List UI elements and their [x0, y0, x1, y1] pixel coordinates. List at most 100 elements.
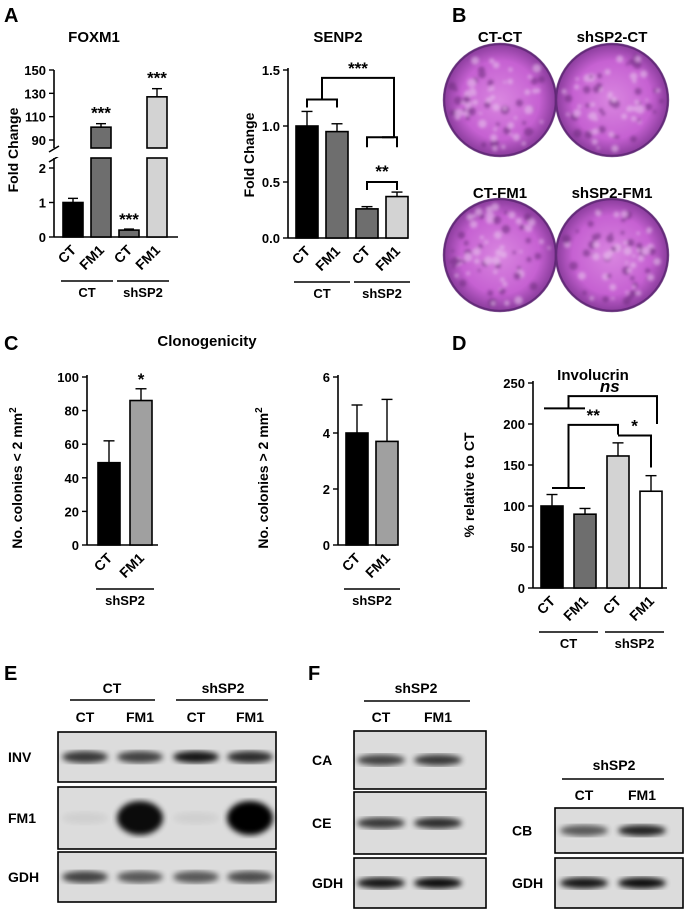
colony-spot [515, 99, 524, 107]
colony-spot [492, 103, 500, 111]
colony-spot [601, 111, 606, 116]
y-tick-label-foxm1: 1 [39, 196, 46, 211]
y-axis-label-senp2: Fold Change [241, 112, 257, 197]
bracket-label-involucrin: ns [600, 377, 620, 396]
colony-spot [636, 242, 643, 250]
colony-spot [583, 86, 591, 94]
colony-spot [647, 274, 655, 281]
colony-spot [465, 115, 470, 121]
colony-spot [484, 239, 489, 245]
colony-spot [490, 139, 499, 148]
colony-spot [489, 58, 495, 64]
x-tick-label-involucrin: CT [534, 592, 559, 617]
colony-spot [596, 146, 600, 150]
group-label-senp2: CT [313, 286, 330, 301]
blot-band [560, 877, 608, 889]
colony-spot [631, 285, 636, 289]
y-tick-label-foxm1: 2 [39, 161, 46, 176]
bar-foxm1 [118, 229, 140, 238]
blot-lane-label: CT [575, 787, 594, 803]
bar-colonies_large [375, 440, 399, 546]
bracket-senp2 [366, 181, 398, 190]
colony-spot [621, 217, 626, 223]
colony-spot [535, 88, 541, 94]
colony-spot [634, 87, 642, 95]
bar-senp2 [385, 195, 409, 239]
y-tick-label-colonies_small: 40 [65, 471, 79, 486]
y-tick-label-involucrin: 0 [518, 581, 525, 596]
colony-spot [479, 214, 485, 220]
colony-spot [626, 105, 634, 112]
blot-band [227, 801, 273, 835]
colony-spot [517, 266, 521, 271]
y-tick-label-foxm1: 110 [25, 110, 46, 125]
x-tick-label-colonies_small: FM1 [116, 550, 147, 581]
colony-spot [472, 213, 477, 218]
blot-lane-label: CT [76, 709, 95, 725]
blot-row-label: CB [512, 823, 532, 839]
colony-spot [503, 126, 511, 135]
bracket-involucrin [552, 423, 619, 489]
colony-spot [645, 103, 653, 111]
group-label-foxm1: shSP2 [123, 285, 163, 300]
colony-spot [462, 259, 466, 264]
significance-foxm1: *** [147, 69, 167, 88]
group-label-foxm1: CT [78, 285, 95, 300]
colony-spot [523, 127, 533, 137]
blot-f2: shSP2 CT FM1 CB GDH [512, 757, 684, 909]
bar-upper-foxm1 [146, 96, 168, 149]
blot-band [414, 754, 462, 766]
colony-spot [632, 254, 636, 258]
colony-spot [507, 78, 513, 85]
group-label-involucrin: shSP2 [615, 636, 655, 651]
blot-band [117, 801, 163, 835]
bracket-involucrin [544, 395, 658, 424]
colony-spot [656, 88, 661, 93]
colony-spot [610, 246, 617, 252]
bar-upper-foxm1 [90, 126, 112, 149]
bar-colonies_small [97, 461, 121, 546]
y-tick-label-involucrin: 150 [503, 458, 525, 473]
chart-colonies_small: 0 20 40 60 80 100 CT FM1 * shSP2 [57, 370, 158, 608]
bar-colonies_small [129, 399, 153, 546]
colony-spot [589, 295, 595, 301]
colony-spot [620, 230, 625, 235]
blot-group-label: shSP2 [202, 680, 245, 696]
blot-band [62, 871, 108, 883]
y-tick-label-colonies_small: 0 [72, 538, 79, 553]
colony-spot [467, 78, 476, 88]
colony-spot [514, 272, 519, 277]
blot-row-label: CE [312, 815, 331, 831]
colony-spot [474, 208, 483, 216]
blot-band [173, 812, 219, 824]
colony-spot [474, 258, 480, 264]
bar-senp2 [355, 208, 379, 239]
colony-spot [625, 290, 629, 295]
blot-band [618, 877, 666, 889]
x-tick-label-senp2: FM1 [372, 243, 403, 274]
colony-spot [630, 262, 637, 269]
bracket-label-involucrin: * [631, 416, 638, 435]
colony-spot [538, 76, 545, 83]
colony-spot [493, 127, 498, 132]
x-tick-label-foxm1: FM1 [76, 242, 107, 273]
y-tick-label-colonies_large: 4 [323, 426, 331, 441]
colony-spot [459, 279, 467, 287]
y-tick-label-senp2: 0.5 [262, 175, 280, 190]
colony-spot [595, 232, 602, 239]
colony-spot [602, 296, 609, 303]
blot-lane-label: FM1 [424, 709, 452, 725]
blot-band [62, 812, 108, 824]
plate-rim [554, 42, 670, 158]
x-tick-label-involucrin: CT [600, 592, 625, 617]
colony-spot [492, 215, 502, 225]
group-label-colonies_large: shSP2 [352, 593, 392, 608]
colony-spot [493, 231, 502, 240]
bar-involucrin [573, 513, 597, 589]
colony-spot [627, 268, 632, 273]
colony-spot [645, 98, 649, 102]
blot-row-label: GDH [312, 875, 343, 891]
colony-spot [487, 81, 492, 86]
colony-spot [598, 108, 604, 113]
